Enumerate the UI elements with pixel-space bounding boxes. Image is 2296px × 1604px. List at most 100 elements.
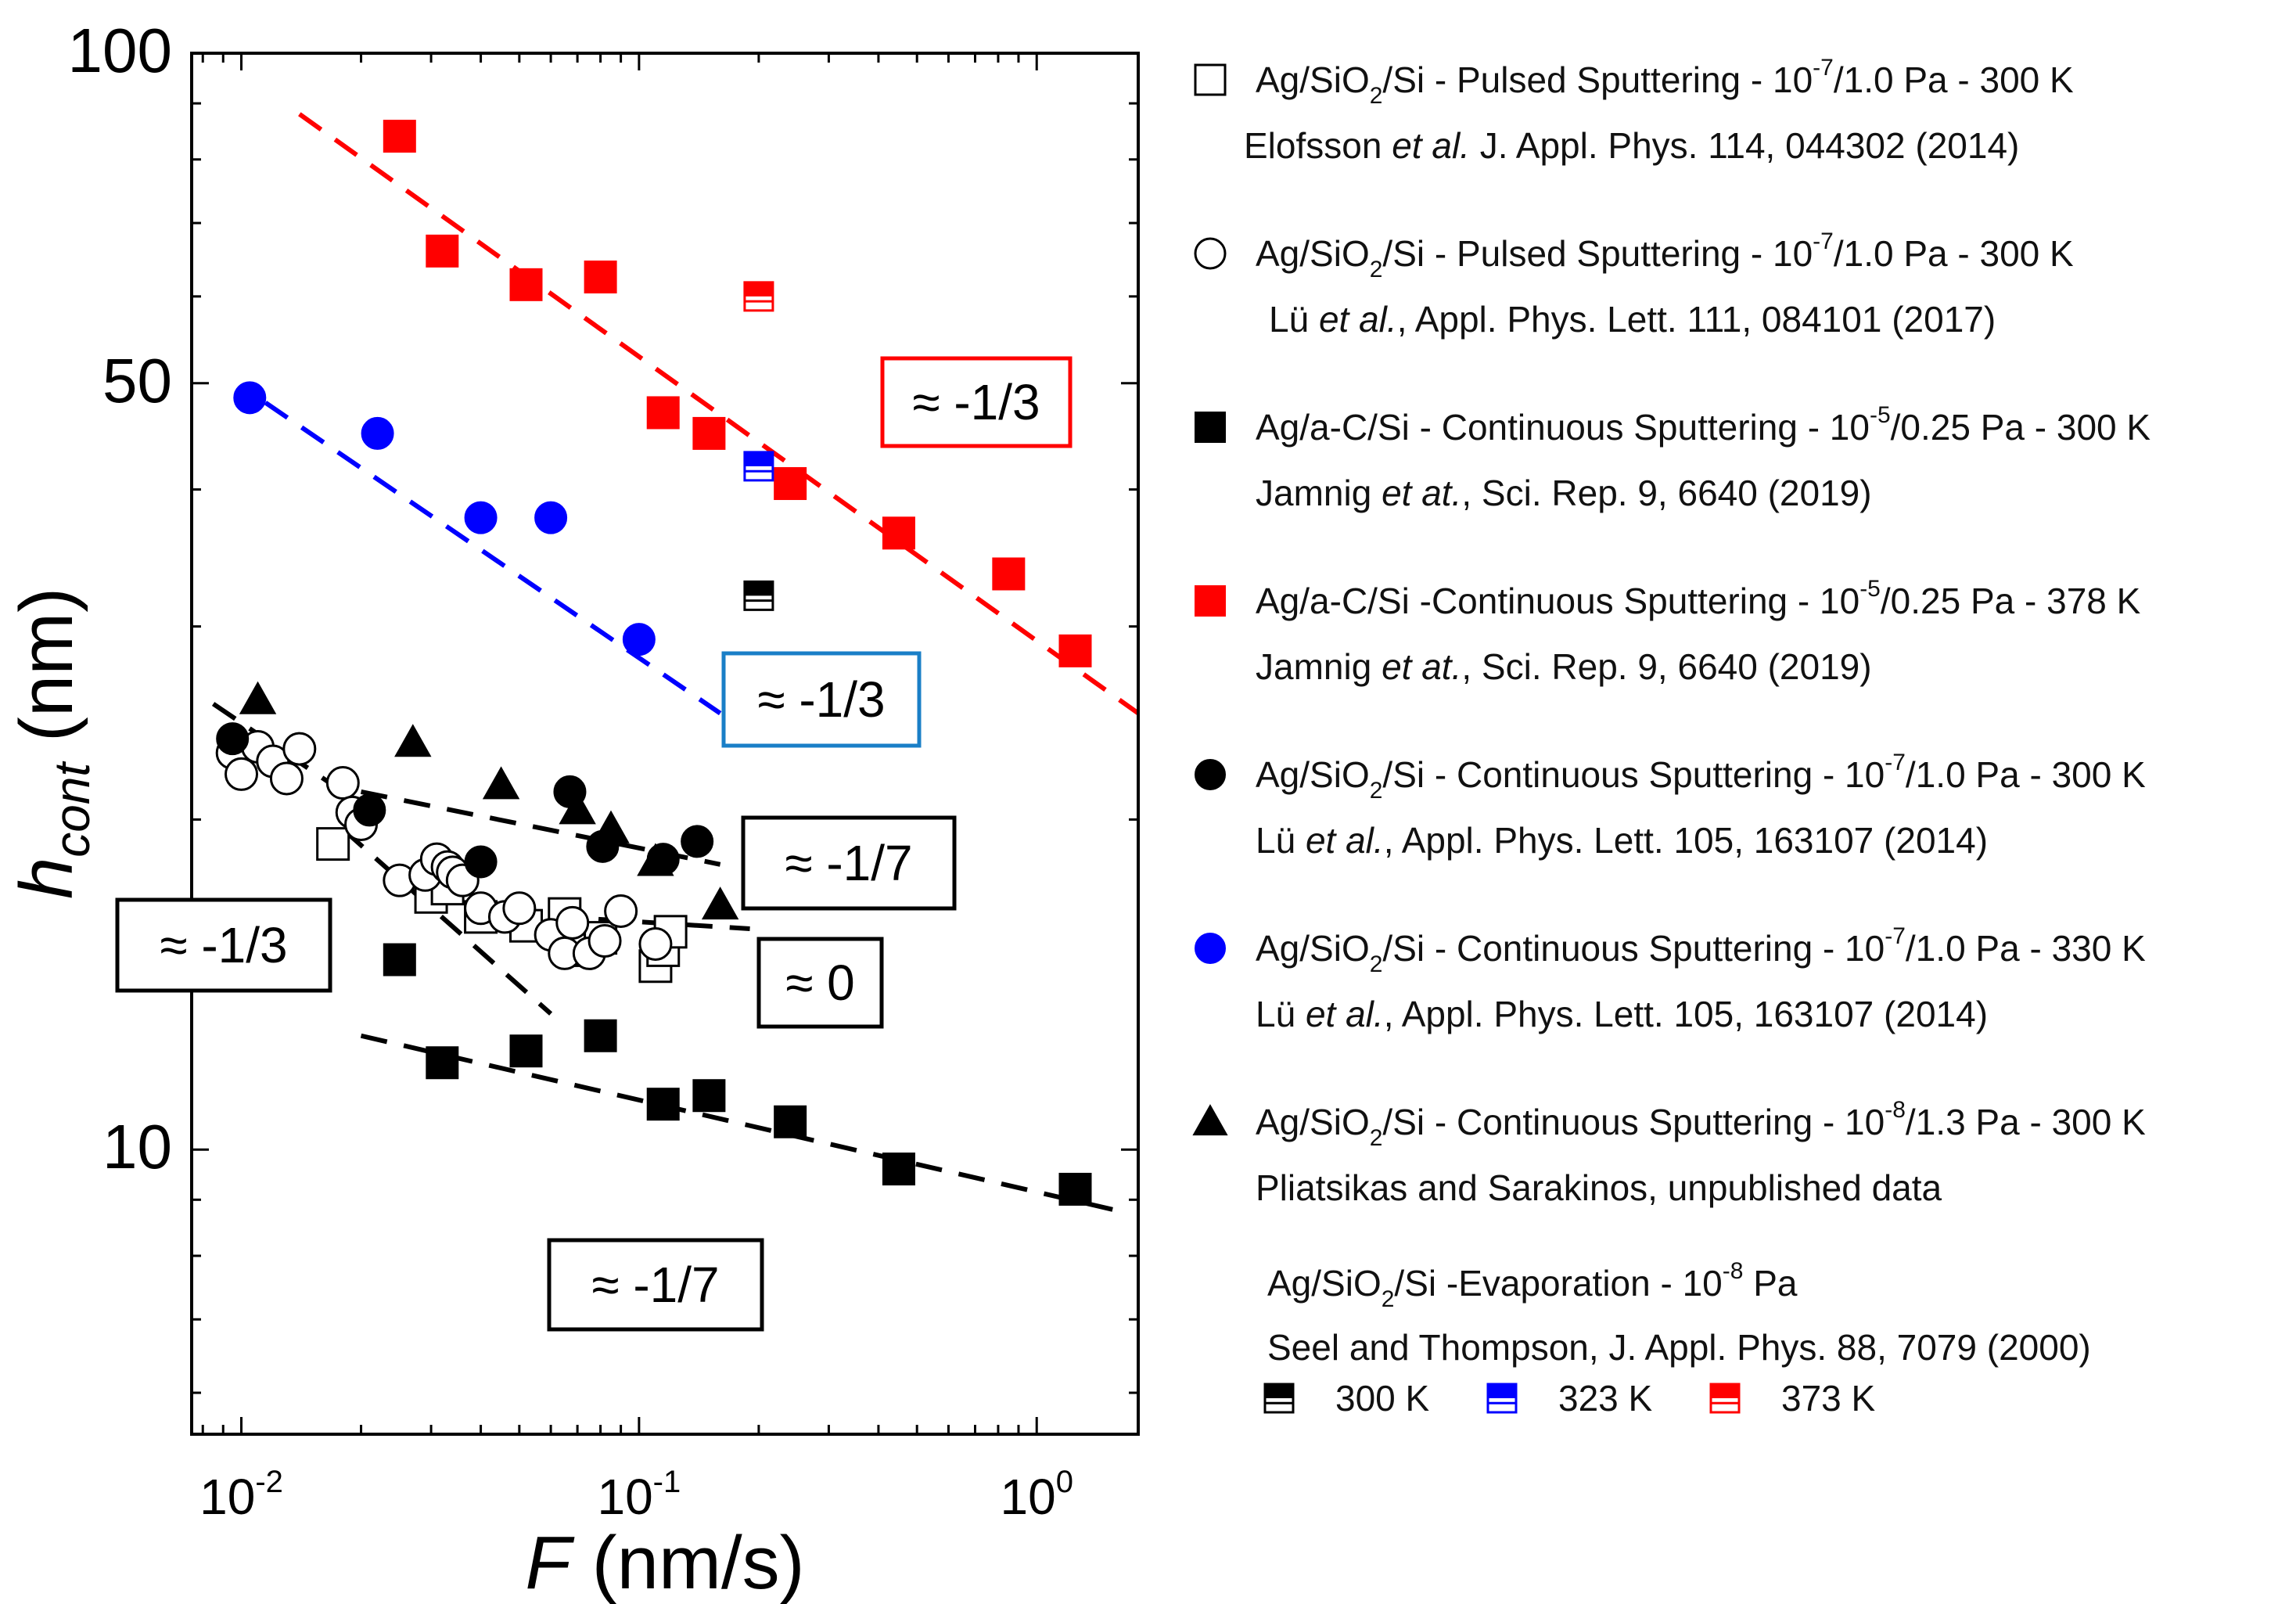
evaporation-citation: Seel and Thompson, J. Appl. Phys. 88, 70…: [1267, 1327, 2091, 1368]
legend-citation: Jamnig et at., Sci. Rep. 9, 6640 (2019): [1256, 646, 1872, 687]
legend-entry-tri-black: Ag/SiO2/Si - Continuous Sputtering - 10-…: [1192, 1097, 2146, 1208]
legend-key: [1192, 1104, 1228, 1136]
slope-label: ≈ 0: [756, 937, 884, 1029]
slope-label: ≈ -1/3: [880, 356, 1073, 448]
legend-citation: Lü et al., Appl. Phys. Lett. 105, 163107…: [1256, 994, 1988, 1034]
slope-label: ≈ -1/7: [741, 815, 957, 911]
plot-frame: [190, 52, 1140, 1436]
data-point: [882, 1153, 915, 1186]
slope-box: [741, 815, 957, 911]
legend-entry-circ-open: Ag/SiO2/Si - Pulsed Sputtering - 10-7/1.…: [1194, 228, 2074, 340]
data-point: [774, 467, 807, 501]
legend-entry-sq-red: Ag/a-C/Si -Continuous Sputtering - 10-5/…: [1195, 576, 2141, 687]
y-tick-label: 10: [102, 1112, 172, 1181]
evaporation-key-half-black: 300 K: [1263, 1378, 1430, 1419]
slope-text: ≈ -1/7: [785, 835, 912, 891]
data-point: [692, 1079, 726, 1113]
data-point: [233, 381, 267, 415]
slope-box: [721, 651, 922, 748]
data-point: [325, 766, 360, 800]
slope-text: ≈ -1/7: [591, 1257, 719, 1313]
fit-line: [211, 702, 335, 787]
x-tick-label: 100: [1001, 1465, 1073, 1525]
fit-line: [341, 827, 553, 1016]
series-sq-black: [383, 943, 1092, 1206]
data-point: [646, 396, 680, 430]
data-point: [555, 905, 590, 940]
fit-line: [264, 401, 722, 716]
slope-text: ≈ -1/3: [160, 917, 287, 973]
marker-top-half: [1711, 1384, 1739, 1398]
series-circ-blue: [233, 381, 656, 656]
data-point: [482, 766, 520, 800]
legend-entry-sq-open: Ag/SiO2/Si - Pulsed Sputtering - 10-7/1.…: [1194, 55, 2074, 166]
legend-key: [1263, 1383, 1295, 1414]
legend-evaporation: Ag/SiO2/Si -Evaporation - 10-8 Pa Seel an…: [1263, 1258, 2091, 1419]
series-half-red: [743, 281, 774, 312]
data-point: [464, 501, 498, 534]
data-point: [604, 894, 638, 928]
x-tick-label: 10-1: [597, 1465, 681, 1525]
data-point: [394, 724, 432, 757]
data-point: [622, 623, 656, 656]
legend-citation: Elofsson et al. J. Appl. Phys. 114, 0443…: [1244, 125, 2019, 166]
data-point: [559, 791, 596, 825]
slope-box: [756, 937, 884, 1029]
legend-citation: Lü et al., Appl. Phys. Lett. 111, 084101…: [1269, 299, 1996, 340]
slope-label: ≈ -1/3: [115, 897, 332, 993]
legend-citation: Lü et al., Appl. Phys. Lett. 105, 163107…: [1256, 820, 1988, 861]
slope-box: [115, 897, 332, 993]
series-tri-black: [239, 681, 739, 920]
legend-entry-circ-black: Ag/SiO2/Si - Continuous Sputtering - 10-…: [1195, 750, 2146, 861]
evaporation-key-half-blue: 323 K: [1486, 1378, 1653, 1419]
data-point: [269, 761, 304, 796]
data-point: [592, 810, 630, 843]
slope-box: [880, 356, 1073, 448]
legend-label: Ag/a-C/Si - Continuous Sputtering - 10-5…: [1256, 402, 2150, 448]
evaporation-key-label: 323 K: [1558, 1378, 1653, 1419]
data-point: [353, 793, 386, 827]
data-point: [282, 732, 317, 766]
evaporation-label: Ag/SiO2/Si -Evaporation - 10-8 Pa: [1267, 1258, 1798, 1312]
legend-label: Ag/SiO2/Si - Pulsed Sputtering - 10-7/1.…: [1256, 55, 2074, 109]
evaporation-key-label: 373 K: [1781, 1378, 1876, 1419]
legend-citation: Pliatsikas and Sarakinos, unpublished da…: [1256, 1167, 1942, 1208]
y-axis-label: hcont (nm): [5, 588, 100, 899]
data-point: [361, 416, 394, 450]
slope-label: ≈ -1/3: [721, 651, 922, 748]
marker-top-half: [744, 581, 773, 596]
data-point: [464, 845, 498, 879]
series-sq-red: [383, 120, 1092, 667]
data-point: [646, 1088, 680, 1121]
slope-text: ≈ -1/3: [912, 374, 1040, 430]
legend-citation: Jamnig et at., Sci. Rep. 9, 6640 (2019): [1256, 473, 1872, 513]
data-point: [743, 451, 774, 482]
data-points: [215, 120, 1092, 1206]
marker-top-half: [744, 451, 773, 466]
y-tick-label: 100: [68, 16, 172, 85]
legend-key: [1195, 585, 1226, 617]
data-point: [509, 1034, 543, 1068]
legend-key: [1194, 63, 1227, 96]
data-point: [383, 943, 416, 976]
data-point: [225, 757, 259, 791]
data-point: [383, 120, 416, 153]
data-point: [239, 681, 277, 714]
legend-label: Ag/SiO2/Si - Continuous Sputtering - 10-…: [1256, 1097, 2146, 1151]
legend-key: [1709, 1383, 1741, 1414]
legend-key: [1486, 1383, 1518, 1414]
data-point: [692, 416, 726, 450]
data-point: [534, 501, 568, 534]
data-point: [509, 268, 543, 301]
legend: Ag/SiO2/Si - Pulsed Sputtering - 10-7/1.…: [1192, 55, 2150, 1419]
x-axis-label: F (nm/s): [525, 1521, 804, 1604]
data-point: [216, 722, 250, 756]
legend-label: Ag/SiO2/Si - Pulsed Sputtering - 10-7/1.…: [1256, 228, 2074, 282]
y-tick-label: 50: [102, 346, 172, 415]
data-point: [681, 825, 714, 858]
evaporation-key-half-red: 373 K: [1709, 1378, 1876, 1419]
legend-key: [1195, 759, 1226, 790]
slope-text: ≈ -1/3: [757, 671, 885, 728]
legend-entry-sq-black: Ag/a-C/Si - Continuous Sputtering - 10-5…: [1195, 402, 2150, 513]
data-point: [638, 926, 673, 961]
